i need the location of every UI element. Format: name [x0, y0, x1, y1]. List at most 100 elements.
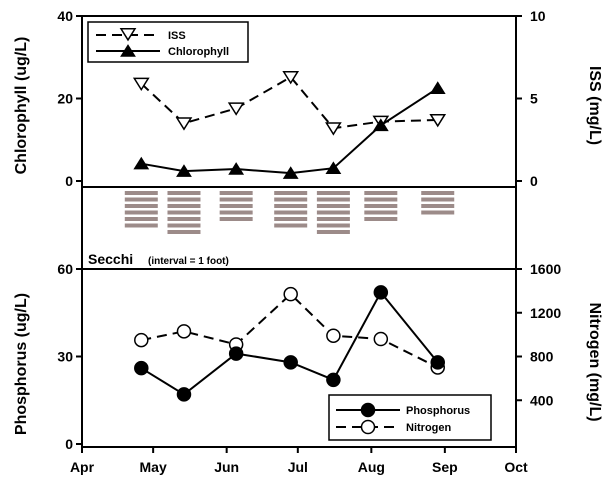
x-tick-label: Jun: [214, 459, 239, 475]
secchi-interval: [421, 204, 455, 208]
y-tick-label-right: 0: [530, 173, 538, 189]
iss-point: [227, 102, 245, 116]
nitrogen-point: [373, 331, 389, 347]
y-axis-label: Chlorophyll (ug/L): [13, 37, 30, 175]
y-tick-label-right: 5: [530, 91, 538, 107]
secchi-interval: [316, 210, 350, 215]
chlorophyll-point: [176, 164, 192, 177]
secchi-interval: [364, 210, 398, 215]
secchi-bar: [421, 191, 455, 215]
secchi-interval: [364, 204, 398, 208]
secchi-interval: [124, 191, 158, 195]
secchi-interval: [219, 210, 253, 215]
secchi-bar: [316, 191, 350, 234]
secchi-interval: [316, 197, 350, 202]
legend-chlorophyll-marker: [120, 44, 136, 57]
secchi-interval: [316, 217, 350, 221]
x-tick-label: Oct: [504, 459, 528, 475]
secchi-interval: [274, 210, 308, 215]
secchi-interval: [167, 204, 201, 208]
x-tick-label: Apr: [70, 459, 95, 475]
x-tick-label: May: [140, 459, 167, 475]
secchi-interval: [167, 217, 201, 221]
legend-phosphorus-label: Phosphorus: [406, 405, 470, 417]
legend-chlorophyll-label: Chlorophyll: [168, 46, 229, 58]
secchi-interval: [364, 197, 398, 202]
secchi-interval: [167, 191, 201, 195]
legend-iss-label: ISS: [168, 30, 186, 42]
y-tick-label: 30: [57, 349, 73, 365]
y-axis-label-right: Nitrogen (mg/L): [586, 302, 603, 421]
y-tick-label: 0: [65, 173, 73, 189]
secchi-interval: [364, 191, 398, 195]
iss-point: [325, 122, 342, 136]
iss-point: [175, 117, 193, 131]
y-tick-label: 40: [57, 8, 73, 24]
y-tick-label: 60: [57, 261, 73, 277]
iss-point: [132, 77, 150, 92]
secchi-interval: [316, 230, 350, 234]
y-axis-label-right: ISS (mg/L): [586, 66, 603, 145]
y-tick-label-right: 10: [530, 8, 546, 24]
legend-nitrogen-label: Nitrogen: [406, 422, 452, 434]
phosphorus-point: [176, 387, 192, 402]
secchi-interval: [219, 197, 253, 202]
secchi-interval: [421, 210, 455, 215]
secchi-interval: [219, 191, 253, 195]
phosphorus-point: [283, 355, 298, 370]
y-tick-label-right: 1200: [530, 305, 561, 321]
nitrogen-point: [326, 328, 341, 343]
chlorophyll-point: [372, 118, 389, 132]
secchi-label: Secchi: [88, 251, 133, 267]
top-legend: ISS Chlorophyll: [87, 21, 249, 63]
secchi-interval: [274, 223, 308, 228]
chlorophyll-point: [325, 161, 342, 174]
secchi-interval: [316, 204, 350, 208]
y-tick-label: 20: [57, 91, 73, 107]
secchi-interval: [274, 217, 308, 221]
chlorophyll-point: [133, 156, 150, 170]
secchi-interval: [219, 204, 253, 208]
legend-nitrogen-marker: [360, 419, 376, 435]
phosphorus-nitrogen-panel: 0 30 60 400 800 1200 1600 Phosphorus (ug/L) Nitr…: [13, 261, 603, 475]
secchi-interval: [124, 217, 158, 221]
secchi-interval: [167, 210, 201, 215]
legend-box: [328, 394, 492, 441]
secchi-interval: [167, 197, 201, 202]
chlorophyll-point: [429, 81, 446, 94]
bottom-legend: Phosphorus Nitrogen: [328, 394, 492, 441]
x-tick-label: Aug: [358, 459, 385, 475]
x-tick-label: Sep: [432, 459, 458, 475]
secchi-interval: [274, 204, 308, 208]
phosphorus-point: [326, 372, 341, 388]
x-tick-label: Jul: [288, 459, 308, 475]
y-tick-label-right: 1600: [530, 261, 561, 277]
secchi-bar: [124, 191, 158, 228]
legend-phosphorus-marker: [360, 402, 376, 418]
secchi-interval: [124, 204, 158, 208]
secchi-interval: [421, 191, 455, 195]
iss-point: [282, 71, 300, 85]
secchi-interval: [364, 217, 398, 221]
secchi-interval: [167, 223, 201, 228]
secchi-interval: [124, 197, 158, 202]
phosphorus-line: [140, 290, 439, 396]
nitrogen-point: [283, 286, 298, 302]
chlorophyll-point: [228, 162, 245, 175]
phosphorus-point: [228, 346, 244, 361]
secchi-panel: Secchi (interval = 1 foot): [82, 186, 516, 270]
secchi-bar: [219, 191, 253, 221]
phosphorus-point: [134, 360, 149, 376]
secchi-interval: [274, 197, 308, 202]
iss-point: [429, 113, 447, 128]
legend-iss-marker: [119, 28, 137, 42]
nitrogen-point: [134, 332, 149, 348]
secchi-sublabel: (interval = 1 foot): [148, 256, 229, 267]
y-axis-label: Phosphorus (ug/L): [13, 293, 30, 435]
legend-box: [87, 21, 249, 63]
secchi-bar: [274, 191, 308, 228]
y-tick-label-right: 400: [530, 392, 554, 408]
chlorophyll-line: [141, 87, 439, 175]
chlorophyll-point: [282, 166, 299, 179]
